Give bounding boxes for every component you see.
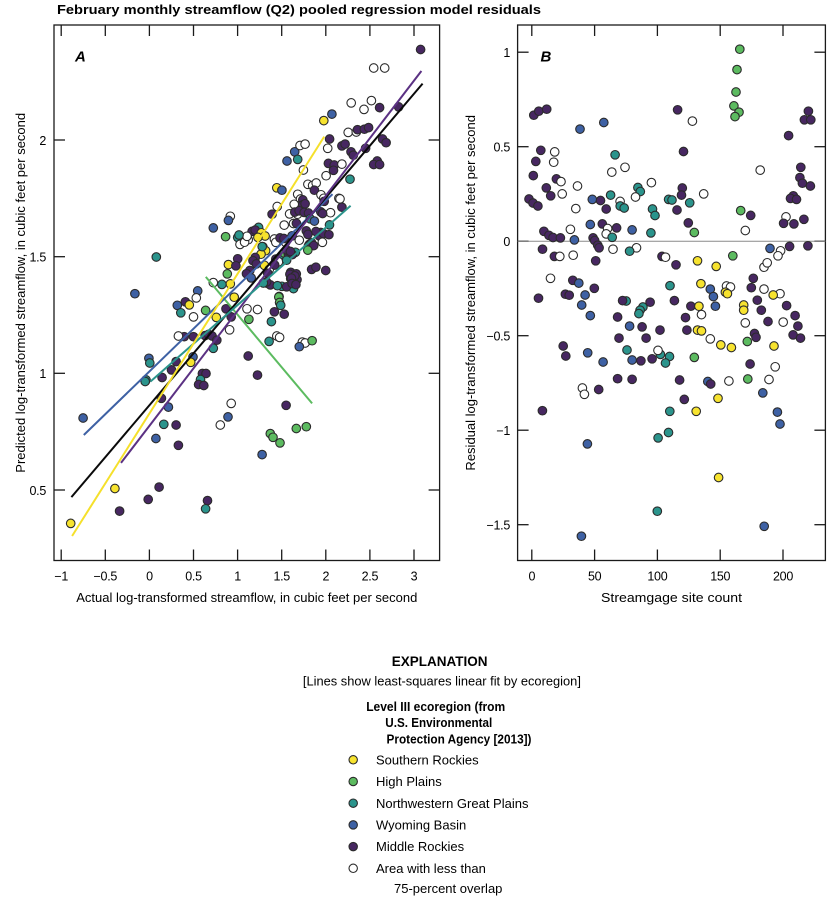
svg-text:−1: −1 xyxy=(54,570,68,584)
svg-text:1: 1 xyxy=(503,46,510,60)
svg-text:−1.5: −1.5 xyxy=(487,519,511,533)
svg-text:[Lines show least-squares line: [Lines show least-squares linear fit by … xyxy=(303,673,581,688)
svg-text:75-percent overlap: 75-percent overlap xyxy=(394,881,502,896)
svg-text:1.5: 1.5 xyxy=(273,570,290,584)
svg-text:Middle Rockies: Middle Rockies xyxy=(376,839,465,854)
svg-text:200: 200 xyxy=(773,570,793,584)
svg-text:2.5: 2.5 xyxy=(362,570,379,584)
svg-text:High Plains: High Plains xyxy=(376,774,442,789)
svg-text:Predicted log-transformed stre: Predicted log-transformed streamflow, in… xyxy=(13,113,28,473)
svg-text:2: 2 xyxy=(39,134,46,148)
svg-text:0.5: 0.5 xyxy=(185,570,202,584)
svg-text:B: B xyxy=(541,48,552,65)
svg-text:Northwestern Great Plains: Northwestern Great Plains xyxy=(376,796,529,811)
svg-text:0.5: 0.5 xyxy=(494,141,511,155)
svg-text:Protection Agency [2013]): Protection Agency [2013]) xyxy=(387,732,532,747)
svg-text:Area with less than: Area with less than xyxy=(376,861,486,876)
svg-text:Residual log-transformed strea: Residual log-transformed streamflow, in … xyxy=(463,115,478,471)
svg-text:150: 150 xyxy=(710,570,730,584)
svg-text:100: 100 xyxy=(647,570,667,584)
svg-text:2: 2 xyxy=(322,570,329,584)
svg-text:−0.5: −0.5 xyxy=(487,330,511,344)
svg-text:−1: −1 xyxy=(496,424,510,438)
svg-text:0: 0 xyxy=(503,235,510,249)
svg-text:Actual log-transformed streamf: Actual log-transformed streamflow, in cu… xyxy=(76,590,417,605)
svg-text:Wyoming Basin: Wyoming Basin xyxy=(376,818,466,833)
svg-text:Streamgage site count: Streamgage site count xyxy=(601,590,742,605)
svg-text:1.5: 1.5 xyxy=(30,251,47,265)
svg-text:February monthly streamflow (Q: February monthly streamflow (Q2) pooled … xyxy=(57,2,541,17)
svg-text:50: 50 xyxy=(588,570,602,584)
svg-text:Level III ecoregion (from: Level III ecoregion (from xyxy=(366,699,505,714)
svg-text:1: 1 xyxy=(234,570,241,584)
svg-text:1: 1 xyxy=(39,367,46,381)
svg-text:U.S. Environmental: U.S. Environmental xyxy=(385,715,492,730)
svg-text:−0.5: −0.5 xyxy=(94,570,118,584)
svg-text:A: A xyxy=(74,48,86,65)
svg-text:0: 0 xyxy=(528,570,535,584)
svg-text:Southern Rockies: Southern Rockies xyxy=(376,752,479,767)
svg-text:0: 0 xyxy=(146,570,153,584)
svg-text:3: 3 xyxy=(411,570,418,584)
svg-text:EXPLANATION: EXPLANATION xyxy=(392,654,488,669)
svg-text:0.5: 0.5 xyxy=(30,484,47,498)
